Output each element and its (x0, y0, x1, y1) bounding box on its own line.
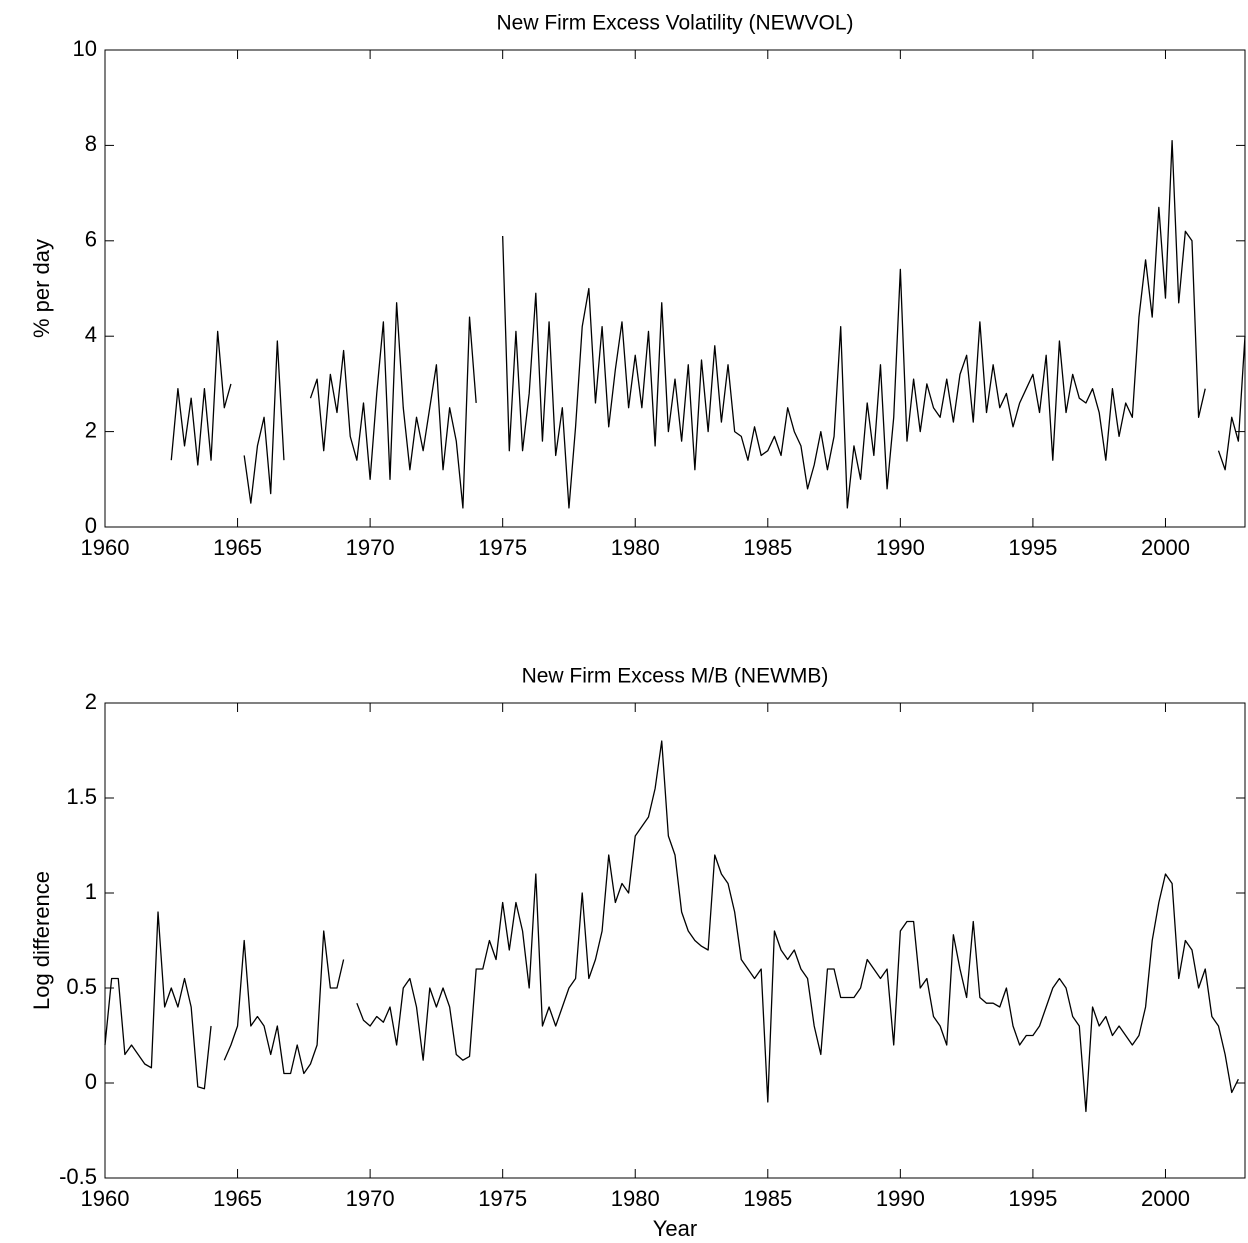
y-tick-label: 4 (85, 322, 97, 347)
y-tick-label: 8 (85, 131, 97, 156)
plot-frame (104, 49, 1246, 528)
x-tick-label: 1965 (213, 535, 262, 560)
x-tick-label: 1980 (611, 1186, 660, 1211)
x-tick-label: 1970 (346, 1186, 395, 1211)
y-tick-label: 2 (85, 689, 97, 714)
x-tick-label: 1960 (81, 535, 130, 560)
x-tick-label: 1975 (478, 535, 527, 560)
y-tick-label: 1 (85, 879, 97, 904)
y-tick-label: 2 (85, 417, 97, 442)
y-tick-label: 10 (73, 36, 97, 61)
x-tick-label: 1960 (81, 1186, 130, 1211)
x-tick-label: 2000 (1141, 535, 1190, 560)
y-tick-label: 1.5 (66, 784, 97, 809)
chart-title: New Firm Excess Volatility (NEWVOL) (496, 12, 853, 35)
x-tick-label: 1985 (743, 535, 792, 560)
data-line (104, 740, 1239, 1113)
y-tick-label: 6 (85, 227, 97, 252)
y-tick-label: 0 (85, 1069, 97, 1094)
y-tick-label: -0.5 (59, 1164, 97, 1189)
x-tick-label: 1995 (1008, 1186, 1057, 1211)
x-tick-label: 2000 (1141, 1186, 1190, 1211)
data-line (170, 139, 1246, 509)
x-tick-label: 1995 (1008, 535, 1057, 560)
y-axis-label: Log difference (29, 871, 54, 1010)
x-tick-label: 1965 (213, 1186, 262, 1211)
x-tick-label: 1975 (478, 1186, 527, 1211)
x-tick-label: 1990 (876, 1186, 925, 1211)
x-axis-label: Year (653, 1216, 697, 1241)
plot-frame (104, 702, 1246, 1179)
x-tick-label: 1980 (611, 535, 660, 560)
x-tick-label: 1990 (876, 535, 925, 560)
chart-title: New Firm Excess M/B (NEWMB) (522, 665, 829, 688)
y-axis-label: % per day (29, 239, 54, 338)
y-tick-label: 0 (85, 513, 97, 538)
x-tick-label: 1985 (743, 1186, 792, 1211)
x-tick-label: 1970 (346, 535, 395, 560)
y-tick-label: 0.5 (66, 974, 97, 999)
